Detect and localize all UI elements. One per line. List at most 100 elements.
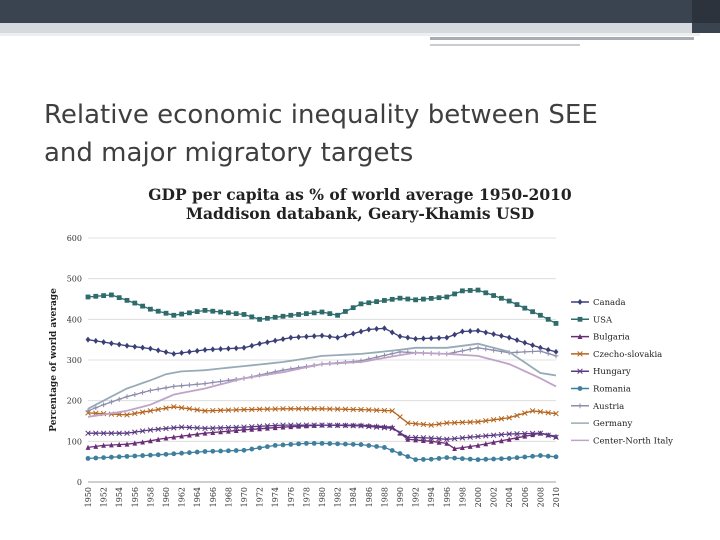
point-usa-1992 bbox=[413, 297, 418, 303]
point-bulgaria-1969 bbox=[233, 427, 239, 433]
point-hungary-1999 bbox=[467, 434, 473, 440]
x-tick-1992: 1992 bbox=[412, 487, 421, 507]
slide-title: Relative economic inequality between SEE… bbox=[44, 96, 684, 172]
point-canada-1965 bbox=[202, 346, 208, 353]
point-romania-2010 bbox=[553, 454, 559, 460]
point-bulgaria-1991 bbox=[405, 436, 411, 442]
point-hungary-1961 bbox=[171, 425, 177, 431]
point-czecho-slovakia-1958 bbox=[147, 408, 154, 414]
point-usa-1977 bbox=[296, 312, 301, 317]
point-romania-1971 bbox=[249, 446, 255, 452]
legend-marker-bulgaria bbox=[577, 333, 583, 339]
x-tick-1960: 1960 bbox=[162, 487, 171, 507]
point-canada-1982 bbox=[335, 334, 340, 341]
point-canada-1992 bbox=[413, 335, 418, 342]
point-canada-1987 bbox=[374, 325, 379, 332]
x-tick-1964: 1964 bbox=[193, 487, 202, 507]
point-usa-1984 bbox=[350, 305, 356, 311]
point-bulgaria-2003 bbox=[499, 438, 504, 444]
point-romania-2002 bbox=[491, 456, 496, 462]
point-romania-1954 bbox=[116, 454, 122, 460]
point-hungary-1994 bbox=[428, 435, 434, 441]
point-hungary-1993 bbox=[420, 435, 427, 441]
point-romania-1950 bbox=[85, 456, 91, 461]
point-austria-2009 bbox=[545, 351, 551, 356]
point-usa-1999 bbox=[467, 288, 473, 293]
point-romania-1968 bbox=[226, 448, 231, 454]
point-czecho-slovakia-1961 bbox=[171, 404, 177, 410]
point-usa-1990 bbox=[397, 295, 403, 301]
point-hungary-2009 bbox=[545, 432, 551, 438]
point-hungary-2003 bbox=[498, 431, 505, 438]
point-canada-1972 bbox=[257, 340, 262, 347]
point-romania-2001 bbox=[483, 456, 489, 462]
point-canada-1976 bbox=[288, 334, 294, 341]
point-romania-1987 bbox=[374, 444, 379, 449]
point-hungary-1957 bbox=[139, 428, 146, 434]
point-romania-1964 bbox=[194, 449, 200, 455]
top-band bbox=[0, 23, 720, 33]
point-austria-2008 bbox=[538, 348, 543, 354]
accent-rule-1 bbox=[430, 37, 694, 40]
point-canada-2005 bbox=[514, 337, 520, 344]
point-romania-1990 bbox=[397, 451, 403, 456]
x-tick-1980: 1980 bbox=[318, 487, 327, 507]
point-usa-2000 bbox=[475, 287, 481, 293]
point-romania-1986 bbox=[366, 443, 372, 448]
point-hungary-1995 bbox=[436, 435, 442, 442]
point-czecho-slovakia-1996 bbox=[444, 420, 450, 426]
point-hungary-1989 bbox=[389, 425, 395, 432]
point-bulgaria-2006 bbox=[522, 433, 528, 439]
point-romania-1961 bbox=[171, 451, 177, 457]
x-tick-2002: 2002 bbox=[490, 487, 499, 507]
point-romania-1976 bbox=[288, 441, 294, 447]
point-usa-1997 bbox=[452, 291, 457, 297]
series-romania bbox=[85, 440, 559, 463]
point-romania-1978 bbox=[304, 440, 309, 446]
point-czecho-slovakia-1974 bbox=[272, 406, 278, 412]
point-canada-1968 bbox=[226, 345, 231, 352]
point-canada-1977 bbox=[296, 334, 301, 341]
point-czecho-slovakia-1985 bbox=[358, 406, 364, 413]
point-hungary-1971 bbox=[249, 423, 255, 430]
point-usa-1995 bbox=[436, 295, 442, 301]
point-usa-2008 bbox=[538, 312, 543, 318]
accent-rule-2 bbox=[430, 44, 580, 46]
point-romania-1969 bbox=[233, 448, 239, 453]
point-bulgaria-2004 bbox=[506, 436, 512, 442]
point-czecho-slovakia-1990 bbox=[397, 414, 403, 420]
point-czecho-slovakia-1993 bbox=[420, 421, 427, 428]
y-tick-0: 0 bbox=[77, 478, 82, 487]
point-romania-1970 bbox=[241, 447, 247, 453]
point-hungary-2006 bbox=[522, 430, 528, 437]
point-bulgaria-2001 bbox=[483, 441, 489, 447]
point-bulgaria-1959 bbox=[155, 436, 161, 442]
point-usa-1991 bbox=[405, 296, 411, 302]
point-canada-1969 bbox=[233, 345, 239, 352]
point-canada-2001 bbox=[483, 329, 489, 336]
series-canada bbox=[85, 325, 559, 357]
point-canada-1978 bbox=[304, 333, 309, 340]
point-austria-1967 bbox=[218, 379, 223, 384]
point-bulgaria-1951 bbox=[93, 443, 99, 449]
point-czecho-slovakia-2002 bbox=[490, 417, 497, 423]
point-romania-1983 bbox=[343, 441, 348, 447]
point-hungary-1972 bbox=[256, 423, 263, 430]
axis-labels: 0 100 200 300 400 500 600 1950 1952 1954 1956 1958 1… bbox=[67, 234, 561, 507]
point-hungary-1970 bbox=[241, 424, 247, 430]
point-romania-1959 bbox=[155, 452, 161, 458]
point-bulgaria-1998 bbox=[460, 444, 465, 450]
point-romania-1989 bbox=[389, 448, 395, 453]
point-bulgaria-2000 bbox=[475, 442, 481, 448]
point-hungary-2004 bbox=[506, 431, 512, 437]
point-czecho-slovakia-2001 bbox=[483, 418, 489, 424]
point-usa-1987 bbox=[374, 299, 379, 305]
point-usa-1960 bbox=[163, 310, 169, 316]
series-hungary bbox=[85, 422, 559, 443]
series-group bbox=[85, 287, 559, 463]
point-hungary-1997 bbox=[451, 435, 458, 442]
legend-marker-romania bbox=[577, 386, 583, 391]
x-tick-1976: 1976 bbox=[287, 487, 296, 507]
point-hungary-1956 bbox=[132, 429, 138, 435]
point-hungary-1982 bbox=[334, 422, 341, 429]
